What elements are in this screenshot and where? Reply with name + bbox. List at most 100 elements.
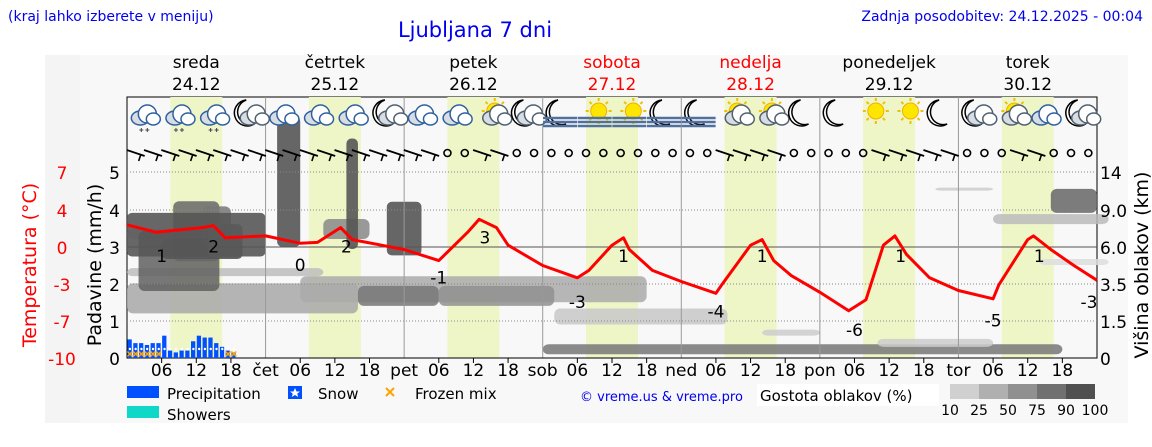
frozen-mix-stroke <box>155 350 162 358</box>
frozen-mix-stroke <box>225 350 232 358</box>
day-abbr-tick: pet <box>390 361 418 381</box>
cloud-shape <box>1085 112 1102 126</box>
barb-staff <box>749 149 769 157</box>
day-date: 27.12 <box>588 75 637 95</box>
density-swatch <box>1066 384 1095 399</box>
density-tick-label: 50 <box>999 403 1017 419</box>
density-swatch <box>950 384 979 399</box>
cloud-icon <box>303 104 335 126</box>
legend-showers: Showers <box>167 406 231 424</box>
barb-staff <box>1009 149 1029 157</box>
barb-staff <box>490 149 509 157</box>
barb-flag <box>137 154 142 162</box>
barb-flag <box>1021 154 1025 162</box>
calm-wind-icon <box>1066 148 1076 158</box>
day-date: 25.12 <box>311 75 360 95</box>
wind-barb-icon <box>871 149 890 162</box>
precipitation-bar <box>133 343 138 358</box>
sun-fog-icon <box>612 98 647 128</box>
day-abbr-tick: čet <box>252 361 279 381</box>
day-date: 26.12 <box>449 75 498 95</box>
barb-staff <box>316 149 336 157</box>
snow-marker <box>192 347 195 351</box>
calm-wind-icon <box>685 148 695 158</box>
cloud-density-blob <box>935 187 994 191</box>
cloud-snow-icon <box>130 104 162 132</box>
copyright-link[interactable]: © vreme.us & vreme.pro <box>580 390 743 405</box>
sun-cloud-icon <box>1001 98 1033 126</box>
barb-flag <box>380 154 384 162</box>
calm-wind-icon <box>668 148 677 158</box>
barb-staff <box>126 149 145 157</box>
moon-fog-icon <box>543 99 578 128</box>
sun-cloud-icon <box>481 98 513 126</box>
barb-staff <box>351 149 371 157</box>
calm-wind-icon <box>980 148 989 158</box>
precipitation-bar <box>208 337 213 358</box>
page-title: Ljubljana 7 dni <box>398 18 552 42</box>
wind-row <box>126 148 1093 162</box>
barb-flag <box>484 154 488 162</box>
barb-flag <box>744 154 748 162</box>
temperature-label: 1 <box>156 247 167 267</box>
hour-tick-label: 06 <box>705 361 727 381</box>
barb-flag <box>172 154 177 162</box>
hour-tick-label: 06 <box>982 361 1004 381</box>
hour-tick-label: 18 <box>497 361 519 381</box>
snow-marker <box>221 347 224 351</box>
frozen-mix-stroke <box>149 350 157 358</box>
cloud-density-blob <box>877 338 994 347</box>
sun-ray <box>484 101 489 105</box>
sun-ray <box>865 117 870 121</box>
sun-ray <box>916 101 921 105</box>
temp-axis-label: Temperatura (°C) <box>19 183 41 348</box>
sun-ray <box>605 101 609 105</box>
barb-flag <box>293 154 298 162</box>
wind-barb-icon <box>767 149 786 162</box>
calm-wind-icon <box>460 148 470 158</box>
calm-wind-icon <box>564 148 573 158</box>
sun-ray <box>778 101 782 105</box>
cloud-density-blob <box>207 224 243 258</box>
cloud-shape <box>422 112 439 126</box>
frozen-mix-marker <box>138 350 145 358</box>
wind-barb-icon <box>368 149 388 162</box>
wind-barb-icon <box>732 149 752 162</box>
precipitation-bar <box>173 352 178 358</box>
legend-snow: Snow <box>318 385 358 403</box>
barb-staff <box>472 149 492 157</box>
precipitation-bars <box>126 335 237 358</box>
cloud-height-tick-label: 9.0 <box>1100 202 1127 222</box>
cloud-icon <box>338 104 369 126</box>
day-abbr-tick: pon <box>804 361 836 381</box>
hour-tick-label: 18 <box>636 361 658 381</box>
day-name: ponedeljek <box>842 53 936 73</box>
sun-shape <box>867 102 885 120</box>
wind-barb-icon <box>923 149 942 162</box>
moon-icon <box>788 99 809 127</box>
calm-wind-icon <box>702 148 712 158</box>
precip-tick-label: 1 <box>109 313 120 333</box>
barb-staff <box>767 149 786 157</box>
sun-shape <box>624 102 642 120</box>
wind-barb-icon <box>749 149 769 162</box>
precipitation-bar <box>219 346 225 358</box>
snow-marker <box>163 347 166 351</box>
precip-tick-label: 2 <box>109 276 120 296</box>
location-hint-link[interactable]: (kraj lahko izberete v meniju) <box>8 9 214 25</box>
frozen-mix-marker <box>144 350 151 358</box>
barb-flag <box>761 154 765 162</box>
cloud-height-tick-label: 14 <box>1100 164 1122 184</box>
wind-barb-icon <box>888 149 908 162</box>
temperature-series: 1 2 0 2 -1 3 -3 1 -4 1 -6 1 -5 1 -3 <box>126 217 1098 341</box>
hour-tick-label: 18 <box>359 361 381 381</box>
barb-staff <box>871 149 890 157</box>
wind-barb-icon <box>212 149 232 162</box>
calm-wind-icon <box>789 148 799 158</box>
density-tick-label: 100 <box>1082 403 1109 419</box>
temperature-label: 2 <box>341 238 352 258</box>
cloud-shape <box>318 112 335 126</box>
barb-flag <box>415 154 419 162</box>
